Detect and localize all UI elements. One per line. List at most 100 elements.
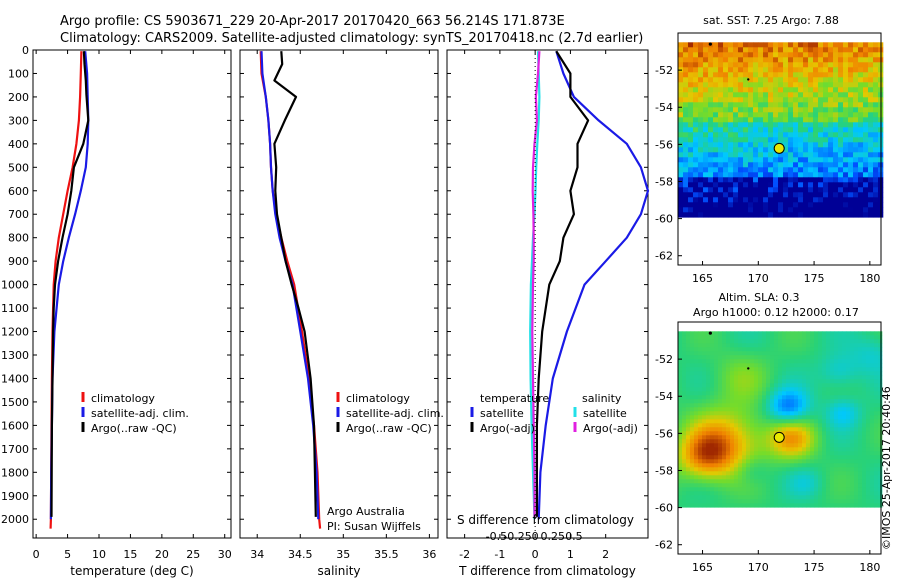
map-cell xyxy=(733,167,739,173)
map-cell xyxy=(790,419,795,424)
map-cell xyxy=(683,82,689,88)
map-cell xyxy=(798,499,803,504)
map-cell xyxy=(726,383,731,388)
map-cell xyxy=(688,202,694,208)
map-cell xyxy=(818,423,823,428)
map-cell xyxy=(788,112,794,118)
map-cell xyxy=(714,343,719,348)
map-cell xyxy=(806,487,811,492)
map-cell xyxy=(834,335,839,340)
map-cell xyxy=(838,52,844,58)
map-cell xyxy=(693,212,699,218)
map-cell xyxy=(794,491,799,496)
map-cell xyxy=(693,132,699,138)
map-cell xyxy=(728,97,734,103)
map-cell xyxy=(842,443,847,448)
map-cell xyxy=(726,475,731,480)
map-cell xyxy=(742,419,747,424)
map-cell xyxy=(746,359,751,364)
map-cell xyxy=(706,383,711,388)
map-cell xyxy=(758,495,763,500)
map-cell xyxy=(848,87,854,93)
map-cell xyxy=(874,339,879,344)
map-cell xyxy=(838,47,844,53)
map-cell xyxy=(873,47,879,53)
x-tick-label: -2 xyxy=(459,548,470,561)
map-cell xyxy=(808,77,814,83)
map-cell xyxy=(846,471,851,476)
map-cell xyxy=(702,427,707,432)
map-cell xyxy=(748,147,754,153)
map-cell xyxy=(822,347,827,352)
map-cell xyxy=(843,82,849,88)
map-cell xyxy=(702,383,707,388)
map-cell xyxy=(814,483,819,488)
map-cell xyxy=(810,339,815,344)
map-cell xyxy=(694,459,699,464)
map-cell xyxy=(746,443,751,448)
map-cell xyxy=(846,431,851,436)
map-cell xyxy=(808,87,814,93)
map-cell xyxy=(722,383,727,388)
map-cell xyxy=(682,499,687,504)
map-cell xyxy=(738,355,743,360)
map-cell xyxy=(698,431,703,436)
map-cell xyxy=(870,371,875,376)
map-cell xyxy=(838,451,843,456)
map-cell xyxy=(723,182,729,188)
map-cell xyxy=(786,475,791,480)
map-cell xyxy=(806,423,811,428)
x-tick-label: 175 xyxy=(804,561,825,574)
map-cell xyxy=(853,112,859,118)
map-cell xyxy=(738,157,744,163)
map-cell xyxy=(806,379,811,384)
map-cell xyxy=(808,137,814,143)
map-cell xyxy=(833,157,839,163)
map-cell xyxy=(743,122,749,128)
map-cell xyxy=(738,387,743,392)
map-cell xyxy=(863,132,869,138)
map-cell xyxy=(754,435,759,440)
map-cell xyxy=(678,471,683,476)
y-tick-label: 300 xyxy=(8,114,29,127)
map-cell xyxy=(698,172,704,178)
map-cell xyxy=(843,197,849,203)
map-cell xyxy=(788,187,794,193)
map-cell xyxy=(718,347,723,352)
map-cell xyxy=(686,475,691,480)
map-cell xyxy=(878,339,883,344)
map-cell xyxy=(782,355,787,360)
map-cell xyxy=(698,415,703,420)
map-cell xyxy=(843,87,849,93)
map-cell xyxy=(734,435,739,440)
map-cell xyxy=(713,132,719,138)
map-cell xyxy=(774,347,779,352)
map-cell xyxy=(850,483,855,488)
map-cell xyxy=(774,371,779,376)
map-cell xyxy=(758,491,763,496)
map-cell xyxy=(850,363,855,368)
map-cell xyxy=(843,177,849,183)
map-cell xyxy=(838,383,843,388)
map-cell xyxy=(710,403,715,408)
map-cell xyxy=(682,427,687,432)
map-cell xyxy=(858,399,863,404)
map-cell xyxy=(686,459,691,464)
map-cell xyxy=(718,443,723,448)
map-cell xyxy=(738,72,744,78)
map-cell xyxy=(770,375,775,380)
map-cell xyxy=(726,463,731,468)
plot-frame xyxy=(32,49,232,539)
map-cell xyxy=(854,459,859,464)
map-cell xyxy=(758,371,763,376)
map-cell xyxy=(714,431,719,436)
map-cell xyxy=(714,371,719,376)
map-cell xyxy=(734,383,739,388)
map-cell xyxy=(678,335,683,340)
map-cell xyxy=(750,439,755,444)
map-cell xyxy=(778,395,783,400)
map-cell xyxy=(718,92,724,98)
map-cell xyxy=(694,335,699,340)
map-cell xyxy=(818,87,824,93)
map-cell xyxy=(802,343,807,348)
